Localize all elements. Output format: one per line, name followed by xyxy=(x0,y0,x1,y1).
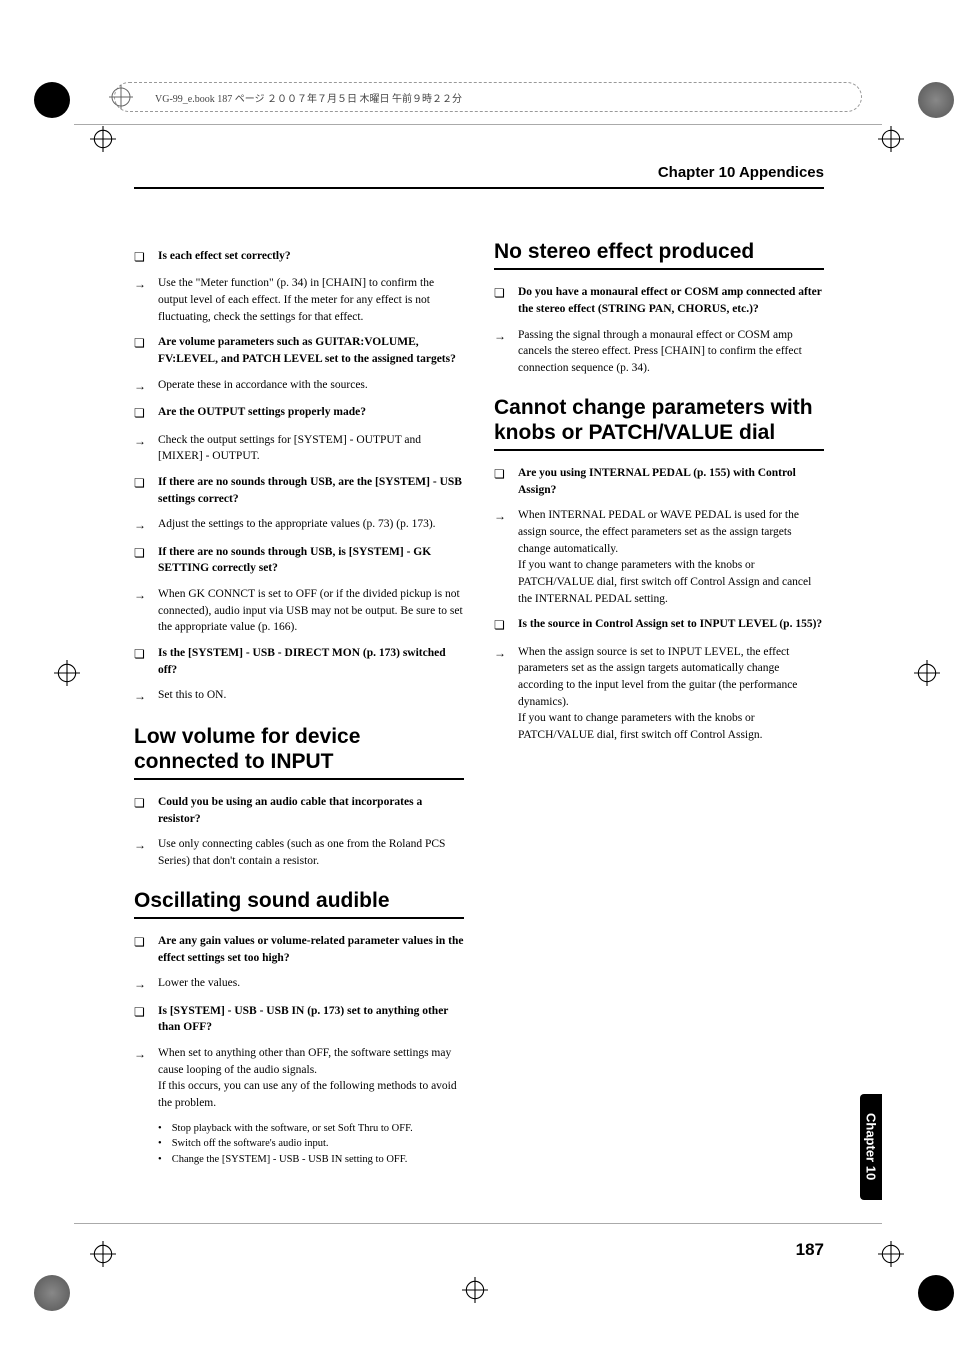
arrow-icon: → xyxy=(134,516,148,534)
heading-cannot-change: Cannot change parameters with knobs or P… xyxy=(494,395,824,451)
page-number: 187 xyxy=(796,1240,824,1260)
question-bullet-icon: ❏ xyxy=(494,284,508,317)
question-item: ❏ Are the OUTPUT settings properly made? xyxy=(134,404,464,422)
item-text: Is [SYSTEM] - USB - USB IN (p. 173) set … xyxy=(158,1003,464,1036)
answer-item: →Passing the signal through a monaural e… xyxy=(494,327,824,377)
answer-item: →When the assign source is set to INPUT … xyxy=(494,644,824,744)
question-bullet-icon: ❏ xyxy=(494,616,508,634)
heading-no-stereo: No stereo effect produced xyxy=(494,239,824,270)
answer-item: → Operate these in accordance with the so… xyxy=(134,377,464,395)
question-bullet-icon: ❏ xyxy=(134,933,148,966)
question-item: ❏ Are volume parameters such as GUITAR:VO… xyxy=(134,334,464,367)
item-text: Are volume parameters such as GUITAR:VOL… xyxy=(158,334,464,367)
print-mark-br xyxy=(918,1275,954,1311)
item-text: When INTERNAL PEDAL or WAVE PEDAL is use… xyxy=(518,507,824,607)
heading-low-volume: Low volume for device connected to INPUT xyxy=(134,724,464,780)
question-bullet-icon: ❏ xyxy=(134,334,148,367)
item-text: Use only connecting cables (such as one … xyxy=(158,836,464,869)
item-text: Operate these in accordance with the sou… xyxy=(158,377,464,395)
question-bullet-icon: ❏ xyxy=(134,248,148,266)
answer-item: →When set to anything other than OFF, th… xyxy=(134,1045,464,1112)
item-text: If there are no sounds through USB, is [… xyxy=(158,544,464,577)
answer-item: →When GK CONNCT is set to OFF (or if the… xyxy=(134,586,464,636)
item-text: Check the output settings for [SYSTEM] -… xyxy=(158,432,464,465)
item-text: Passing the signal through a monaural ef… xyxy=(518,327,824,377)
chapter-header: Chapter 10 Appendices xyxy=(134,164,824,189)
print-mark-bl xyxy=(34,1275,70,1311)
question-bullet-icon: ❏ xyxy=(494,465,508,498)
answer-item: → Check the output settings for [SYSTEM] … xyxy=(134,432,464,465)
arrow-icon: → xyxy=(134,1045,148,1112)
arrow-icon: → xyxy=(134,975,148,993)
arrow-icon: → xyxy=(494,644,508,744)
print-mark-tl xyxy=(34,82,70,118)
registration-mark xyxy=(462,1277,488,1303)
question-item: ❏ Could you be using an audio cable that … xyxy=(134,794,464,827)
sub-bullet-list: Stop playback with the software, or set … xyxy=(134,1121,464,1168)
answer-item: → Use only connecting cables (such as one… xyxy=(134,836,464,869)
question-item: ❏ Are you using INTERNAL PEDAL (p. 155) w… xyxy=(494,465,824,498)
question-item: ❏ Are any gain values or volume-related p… xyxy=(134,933,464,966)
item-text: Lower the values. xyxy=(158,975,464,993)
answer-item: →Use the "Meter function" (p. 34) in [CH… xyxy=(134,275,464,325)
item-text: Adjust the settings to the appropriate v… xyxy=(158,516,464,534)
arrow-icon: → xyxy=(134,275,148,325)
answer-item: → Set this to ON. xyxy=(134,687,464,705)
item-text: When GK CONNCT is set to OFF (or if the … xyxy=(158,586,464,636)
question-bullet-icon: ❏ xyxy=(134,544,148,577)
question-bullet-icon: ❏ xyxy=(134,404,148,422)
item-text: Could you be using an audio cable that i… xyxy=(158,794,464,827)
question-item: ❏ If there are no sounds through USB, is … xyxy=(134,544,464,577)
question-item: ❏ Is the [SYSTEM] - USB - DIRECT MON (p. … xyxy=(134,645,464,678)
item-text: Are the OUTPUT settings properly made? xyxy=(158,404,464,422)
sub-bullet-item: Change the [SYSTEM] - USB - USB IN setti… xyxy=(174,1152,464,1168)
page-content: Chapter 10 Appendices ❏ Is each effect se… xyxy=(134,164,824,1168)
arrow-icon: → xyxy=(494,507,508,607)
sub-bullet-item: Switch off the software's audio input. xyxy=(174,1136,464,1152)
print-mark-tr xyxy=(918,82,954,118)
question-item: ❏ Is each effect set correctly? xyxy=(134,248,464,266)
arrow-icon: → xyxy=(134,586,148,636)
item-text: When the assign source is set to INPUT L… xyxy=(518,644,824,744)
answer-item: → Lower the values. xyxy=(134,975,464,993)
question-item: ❏ Is the source in Control Assign set to … xyxy=(494,616,824,634)
side-tab: Chapter 10 xyxy=(860,1094,882,1200)
left-column: ❏Is each effect set correctly?→Use the "… xyxy=(134,239,464,1168)
item-text: Set this to ON. xyxy=(158,687,464,705)
registration-mark xyxy=(914,660,940,686)
question-item: ❏ Is [SYSTEM] - USB - USB IN (p. 173) set… xyxy=(134,1003,464,1036)
meta-bar: VG-99_e.book 187 ページ ２００７年７月５日 木曜日 午前９時２… xyxy=(114,82,862,112)
question-bullet-icon: ❏ xyxy=(134,474,148,507)
arrow-icon: → xyxy=(134,432,148,465)
item-text: Are you using INTERNAL PEDAL (p. 155) wi… xyxy=(518,465,824,498)
right-column: No stereo effect produced ❏ Do you have a… xyxy=(494,239,824,1168)
heading-oscillating: Oscillating sound audible xyxy=(134,888,464,919)
question-item: ❏ If there are no sounds through USB, are… xyxy=(134,474,464,507)
answer-item: → Adjust the settings to the appropriate … xyxy=(134,516,464,534)
arrow-icon: → xyxy=(494,327,508,377)
meta-bar-text: VG-99_e.book 187 ページ ２００７年７月５日 木曜日 午前９時２… xyxy=(155,90,462,105)
item-text: Is the source in Control Assign set to I… xyxy=(518,616,824,634)
answer-item: →When INTERNAL PEDAL or WAVE PEDAL is us… xyxy=(494,507,824,607)
arrow-icon: → xyxy=(134,377,148,395)
arrow-icon: → xyxy=(134,836,148,869)
item-text: Do you have a monaural effect or COSM am… xyxy=(518,284,824,317)
item-text: Use the "Meter function" (p. 34) in [CHA… xyxy=(158,275,464,325)
question-bullet-icon: ❏ xyxy=(134,1003,148,1036)
item-text: Are any gain values or volume-related pa… xyxy=(158,933,464,966)
item-text: Is each effect set correctly? xyxy=(158,248,464,266)
question-bullet-icon: ❏ xyxy=(134,645,148,678)
question-item: ❏ Do you have a monaural effect or COSM a… xyxy=(494,284,824,317)
question-bullet-icon: ❏ xyxy=(134,794,148,827)
arrow-icon: → xyxy=(134,687,148,705)
registration-mark xyxy=(878,1241,904,1267)
item-text: When set to anything other than OFF, the… xyxy=(158,1045,464,1112)
item-text: If there are no sounds through USB, are … xyxy=(158,474,464,507)
item-text: Is the [SYSTEM] - USB - DIRECT MON (p. 1… xyxy=(158,645,464,678)
sub-bullet-item: Stop playback with the software, or set … xyxy=(174,1121,464,1137)
registration-mark xyxy=(90,1241,116,1267)
